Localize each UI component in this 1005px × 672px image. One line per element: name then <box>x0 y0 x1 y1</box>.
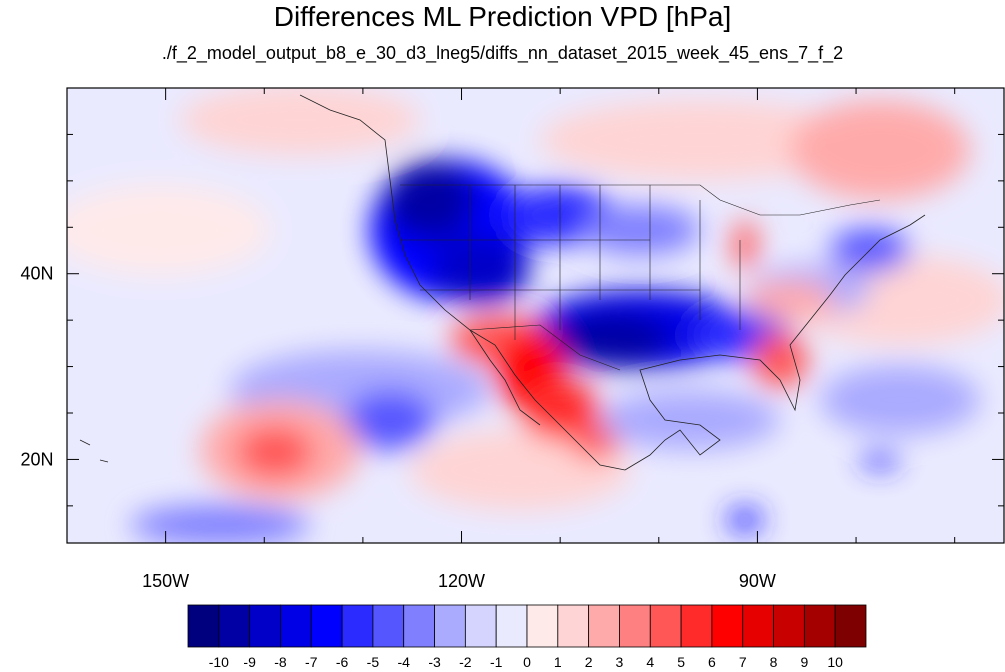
colorbar-label: -10 <box>209 654 229 670</box>
colorbar-label: -5 <box>367 654 380 670</box>
colorbar-swatch <box>711 604 744 648</box>
map-frame <box>66 87 1005 544</box>
colorbar-swatch <box>680 604 713 648</box>
lat-tick-label: 40N <box>20 264 53 284</box>
colorbar-swatch <box>218 604 251 648</box>
colorbar: -10 -9 -8 -7 -6 -5 -4 -3 -2 -1 0 1 2 3 4 5 6 7 8 9 10 <box>187 604 867 670</box>
plot-subtitle: ./f_2_model_output_b8_e_30_d3_lneg5/diff… <box>161 43 844 63</box>
colorbar-label: 8 <box>770 654 778 670</box>
colorbar-swatch <box>834 604 867 648</box>
colorbar-swatch <box>341 604 374 648</box>
colorbar-swatch <box>187 604 220 648</box>
colorbar-label: 5 <box>677 654 685 670</box>
colorbar-label: -3 <box>428 654 441 670</box>
colorbar-swatch <box>434 604 466 648</box>
colorbar-label: -7 <box>305 654 318 670</box>
colorbar-swatch <box>280 604 312 648</box>
colorbar-label: 7 <box>739 654 747 670</box>
colorbar-swatch <box>773 604 805 648</box>
colorbar-swatch <box>619 604 651 648</box>
colorbar-swatch <box>464 604 497 648</box>
colorbar-swatch <box>372 604 405 648</box>
colorbar-label: -2 <box>459 654 472 670</box>
colorbar-swatch <box>803 604 836 648</box>
plot-title: Differences ML Prediction VPD [hPa] <box>273 1 732 32</box>
colorbar-label: 3 <box>616 654 624 670</box>
colorbar-swatch <box>526 604 559 648</box>
colorbar-swatch <box>249 604 281 648</box>
colorbar-label: 1 <box>554 654 562 670</box>
colorbar-label: -8 <box>274 654 287 670</box>
map-panel <box>67 88 1004 543</box>
colorbar-label: 0 <box>523 654 531 670</box>
colorbar-label: -9 <box>243 654 256 670</box>
colorbar-label: -6 <box>336 654 349 670</box>
lon-tick-label: 120W <box>438 571 485 591</box>
lon-tick-label: 150W <box>142 571 189 591</box>
colorbar-label: 9 <box>800 654 808 670</box>
colorbar-swatch <box>495 604 528 648</box>
colorbar-swatch <box>742 604 774 648</box>
colorbar-label: -1 <box>490 654 503 670</box>
colorbar-label: -4 <box>398 654 411 670</box>
colorbar-swatch <box>403 604 435 648</box>
colorbar-swatch <box>588 604 620 648</box>
lat-tick-label: 20N <box>20 449 53 469</box>
colorbar-swatch <box>649 604 682 648</box>
colorbar-label: 4 <box>646 654 654 670</box>
difference-field <box>67 88 1004 543</box>
political-borders <box>400 184 881 371</box>
axis-ticks <box>66 88 1004 543</box>
coastlines <box>79 94 926 471</box>
colorbar-label: 6 <box>708 654 716 670</box>
lon-tick-label: 90W <box>739 571 776 591</box>
colorbar-swatch <box>557 604 590 648</box>
axis-tick-labels: 150W 120W 90W 40N 20N <box>20 264 775 591</box>
colorbar-swatch <box>310 604 343 648</box>
colorbar-label: 2 <box>585 654 593 670</box>
colorbar-label: 10 <box>827 654 843 670</box>
